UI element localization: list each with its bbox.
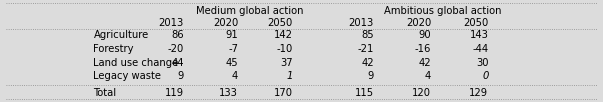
Text: 133: 133 xyxy=(219,88,238,98)
Text: 115: 115 xyxy=(355,88,374,98)
Text: 120: 120 xyxy=(412,88,431,98)
Text: 91: 91 xyxy=(226,30,238,40)
Text: Agriculture: Agriculture xyxy=(93,30,149,40)
Text: Legacy waste: Legacy waste xyxy=(93,71,162,81)
Text: 2050: 2050 xyxy=(463,18,488,28)
Text: -44: -44 xyxy=(472,44,488,54)
Text: 4: 4 xyxy=(232,71,238,81)
Text: 129: 129 xyxy=(469,88,488,98)
Text: 30: 30 xyxy=(476,58,488,68)
Text: 170: 170 xyxy=(273,88,292,98)
Text: Total: Total xyxy=(93,88,116,98)
Text: 90: 90 xyxy=(418,30,431,40)
Text: 42: 42 xyxy=(361,58,374,68)
Text: 0: 0 xyxy=(482,71,488,81)
Text: 86: 86 xyxy=(171,30,184,40)
Text: 143: 143 xyxy=(470,30,488,40)
Text: 42: 42 xyxy=(418,58,431,68)
Text: 44: 44 xyxy=(171,58,184,68)
Text: 2020: 2020 xyxy=(406,18,431,28)
Text: Medium global action: Medium global action xyxy=(197,6,304,16)
Text: 4: 4 xyxy=(425,71,431,81)
Text: 142: 142 xyxy=(273,30,292,40)
Text: 45: 45 xyxy=(226,58,238,68)
Text: 119: 119 xyxy=(165,88,184,98)
Text: 2050: 2050 xyxy=(267,18,292,28)
Text: 9: 9 xyxy=(367,71,374,81)
Text: 2020: 2020 xyxy=(213,18,238,28)
Text: -7: -7 xyxy=(228,44,238,54)
Text: -20: -20 xyxy=(168,44,184,54)
Text: -21: -21 xyxy=(358,44,374,54)
Text: 1: 1 xyxy=(286,71,292,81)
Text: Ambitious global action: Ambitious global action xyxy=(385,6,502,16)
Text: -16: -16 xyxy=(415,44,431,54)
Text: Forestry: Forestry xyxy=(93,44,134,54)
Text: Land use change: Land use change xyxy=(93,58,178,68)
Text: 9: 9 xyxy=(177,71,184,81)
Text: -10: -10 xyxy=(276,44,292,54)
Text: 37: 37 xyxy=(280,58,292,68)
Text: 2013: 2013 xyxy=(349,18,374,28)
Text: 2013: 2013 xyxy=(159,18,184,28)
Text: 85: 85 xyxy=(361,30,374,40)
